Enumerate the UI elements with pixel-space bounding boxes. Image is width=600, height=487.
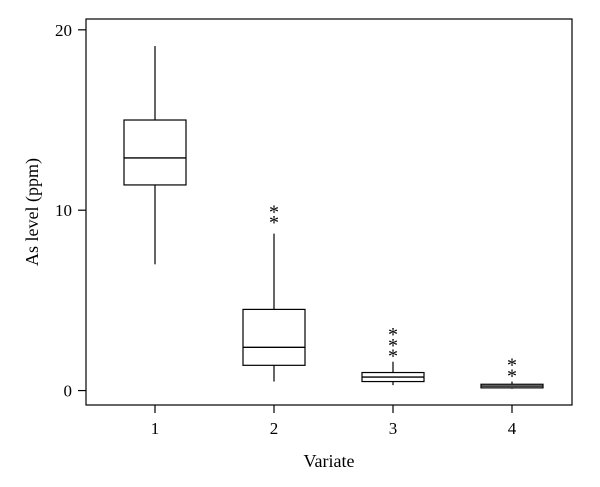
iqr-box (242, 308, 306, 366)
x-axis-label: Variate (304, 451, 355, 471)
outlier-point: * (507, 366, 517, 388)
outlier-point: * (388, 335, 398, 357)
x-axis-ticks: 1 2 3 4 (151, 405, 517, 438)
outlier-point: * (388, 346, 398, 368)
y-tick-label: 10 (55, 201, 72, 220)
y-axis-ticks: 0 10 20 (55, 21, 86, 401)
x-tick-label: 4 (508, 419, 517, 438)
box-1 (123, 46, 187, 265)
outlier-point: * (507, 355, 517, 377)
plot-area-frame (85, 18, 573, 406)
box-2: ** (242, 201, 306, 382)
x-tick-label: 3 (389, 419, 398, 438)
y-tick-label: 20 (55, 21, 72, 40)
outlier-point: * (388, 324, 398, 346)
outlier-point: * (269, 212, 279, 234)
outlier-point: * (269, 201, 279, 223)
y-tick-label: 0 (64, 382, 73, 401)
x-tick-label: 1 (151, 419, 160, 438)
y-axis-label: As level (ppm) (22, 158, 43, 266)
box-4: ** (480, 355, 544, 389)
x-tick-label: 2 (270, 419, 279, 438)
box-series: ******* (123, 46, 544, 389)
iqr-box (123, 119, 187, 186)
box-3: *** (361, 324, 425, 386)
